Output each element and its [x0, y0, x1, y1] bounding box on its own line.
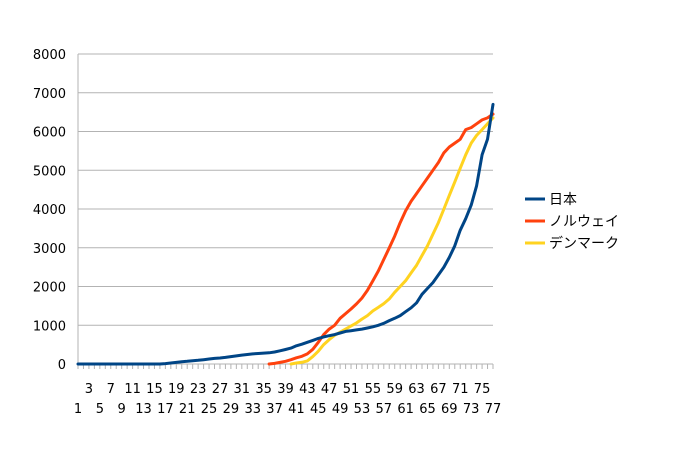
x-tick-label: 47: [321, 382, 338, 397]
x-tick-label: 31: [234, 382, 251, 397]
x-tick-label: 21: [179, 402, 196, 417]
x-tick-label: 29: [223, 402, 240, 417]
x-tick-label: 23: [190, 382, 207, 397]
y-tick-label: 7000: [33, 87, 66, 102]
y-tick-label: 4000: [33, 203, 66, 218]
x-tick-label: 7: [107, 382, 115, 397]
x-tick-label: 77: [485, 402, 502, 417]
x-tick-label: 43: [299, 382, 316, 397]
x-tick-label: 25: [201, 402, 218, 417]
x-tick-label: 75: [474, 382, 491, 397]
x-tick-label: 27: [212, 382, 229, 397]
x-tick-label: 55: [365, 382, 382, 397]
x-tick-label: 59: [386, 382, 403, 397]
x-tick-label: 49: [332, 402, 349, 417]
x-tick-label: 5: [96, 402, 104, 417]
x-tick-label: 69: [441, 402, 458, 417]
x-tick-label: 53: [354, 402, 371, 417]
y-tick-label: 0: [58, 358, 66, 373]
y-tick-label: 8000: [33, 48, 66, 63]
x-tick-label: 3: [85, 382, 93, 397]
y-tick-label: 6000: [33, 126, 66, 141]
x-tick-label: 39: [277, 382, 294, 397]
x-tick-label: 19: [168, 382, 185, 397]
x-tick-label: 45: [310, 402, 327, 417]
x-tick-label: 37: [266, 402, 283, 417]
legend-label: 日本: [549, 192, 577, 208]
x-tick-label: 35: [255, 382, 272, 397]
x-tick-label: 71: [452, 382, 469, 397]
y-tick-label: 3000: [33, 242, 66, 257]
x-tick-label: 13: [135, 402, 152, 417]
legend-label: ノルウェイ: [549, 214, 619, 230]
legend-label: デンマーク: [549, 235, 619, 252]
x-tick-label: 73: [463, 402, 480, 417]
x-tick-label: 61: [397, 402, 414, 417]
x-tick-label: 9: [118, 402, 126, 417]
x-tick-label: 11: [124, 382, 141, 397]
x-tick-label: 67: [430, 382, 447, 397]
x-tick-label: 17: [157, 402, 174, 417]
x-tick-label: 51: [343, 382, 360, 397]
x-tick-label: 41: [288, 402, 305, 417]
y-tick-label: 2000: [33, 281, 66, 296]
y-tick-label: 5000: [33, 164, 66, 179]
series-line-0: [76, 102, 495, 366]
x-tick-label: 57: [376, 402, 393, 417]
series-line-2: [289, 116, 495, 366]
x-tick-label: 63: [408, 382, 425, 397]
series-line-1: [267, 112, 495, 366]
x-tick-label: 65: [419, 402, 436, 417]
x-tick-label: 1: [74, 402, 82, 417]
x-tick-label: 33: [244, 402, 261, 417]
x-tick-label: 15: [146, 382, 163, 397]
y-tick-label: 1000: [33, 319, 66, 334]
